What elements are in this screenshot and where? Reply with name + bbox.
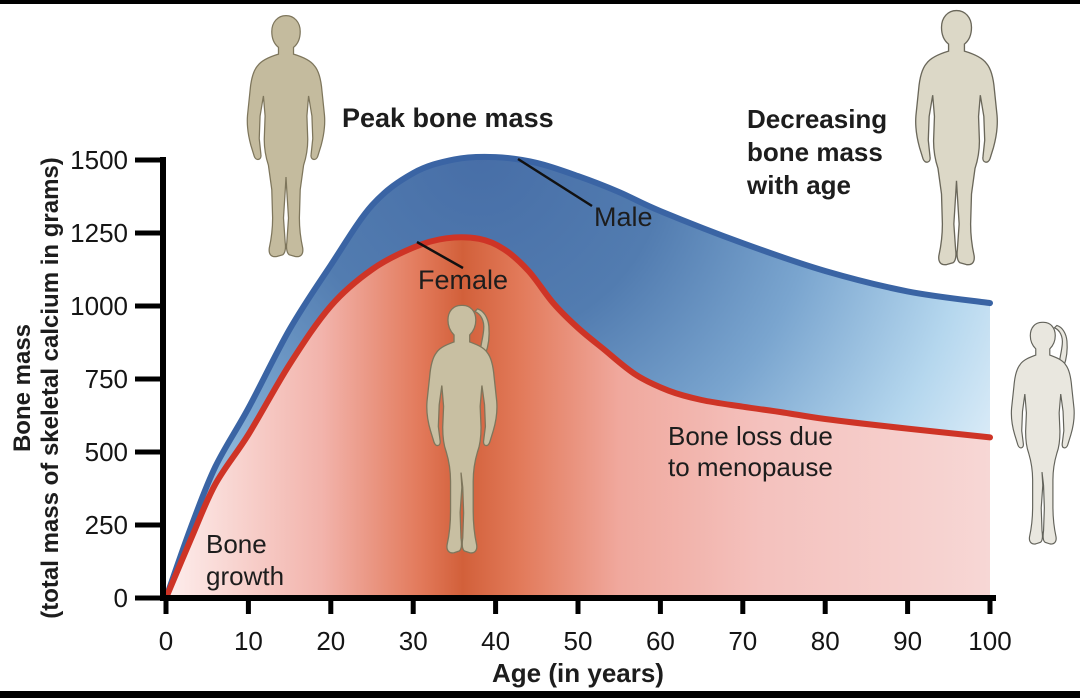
bone-loss-menopause-label: Bone loss due to menopause [668, 421, 833, 482]
chart-curves [163, 153, 993, 601]
x-tick-label: 50 [564, 626, 593, 656]
x-tick-label: 30 [399, 626, 428, 656]
y-axis-title-line2: (total mass of skeletal calcium in grams… [37, 157, 64, 619]
x-tick-label: 20 [316, 626, 345, 656]
y-tick-label: 250 [85, 510, 128, 540]
bottom-border-bar [0, 691, 1080, 698]
male-silhouette-icon-old [915, 9, 998, 266]
top-border-bar [0, 0, 1080, 4]
female-silhouette-icon-old [1010, 321, 1075, 545]
bone-growth-label: Bone growth [206, 529, 285, 591]
x-tick-label: 60 [646, 626, 675, 656]
y-tick-label: 1000 [70, 291, 128, 321]
peak-bone-mass-label: Peak bone mass [342, 103, 554, 133]
decreasing-bone-mass-label: Decreasing bone mass with age [747, 104, 888, 200]
male-curve-label: Male [594, 202, 653, 232]
male-curve [163, 153, 993, 601]
x-tick-label: 10 [234, 626, 263, 656]
y-tick-label: 0 [114, 583, 128, 613]
x-tick-label: 100 [968, 626, 1011, 656]
female-callout-line [416, 240, 464, 270]
x-tick-label: 70 [728, 626, 757, 656]
x-tick-label: 80 [811, 626, 840, 656]
chart-axes: 0 250 500 750 1000 1250 1500 0 10 20 30 40 50 60 70 80 9… [70, 145, 1012, 656]
female-area-fill [166, 237, 990, 599]
y-tick-label: 1250 [70, 218, 128, 248]
x-axis-title: Age (in years) [492, 658, 664, 688]
male-silhouette-icon-young [246, 14, 326, 258]
female-curve [163, 234, 993, 601]
y-tick-label: 750 [85, 364, 128, 394]
x-tick-label: 40 [481, 626, 510, 656]
x-tick-label: 0 [159, 626, 173, 656]
y-tick-label: 1500 [70, 145, 128, 175]
male-callout-line [517, 157, 593, 208]
y-axis-title-line1: Bone mass [9, 323, 36, 453]
female-curve-label: Female [418, 265, 509, 295]
y-tick-label: 500 [85, 437, 128, 467]
x-tick-label: 90 [893, 626, 922, 656]
